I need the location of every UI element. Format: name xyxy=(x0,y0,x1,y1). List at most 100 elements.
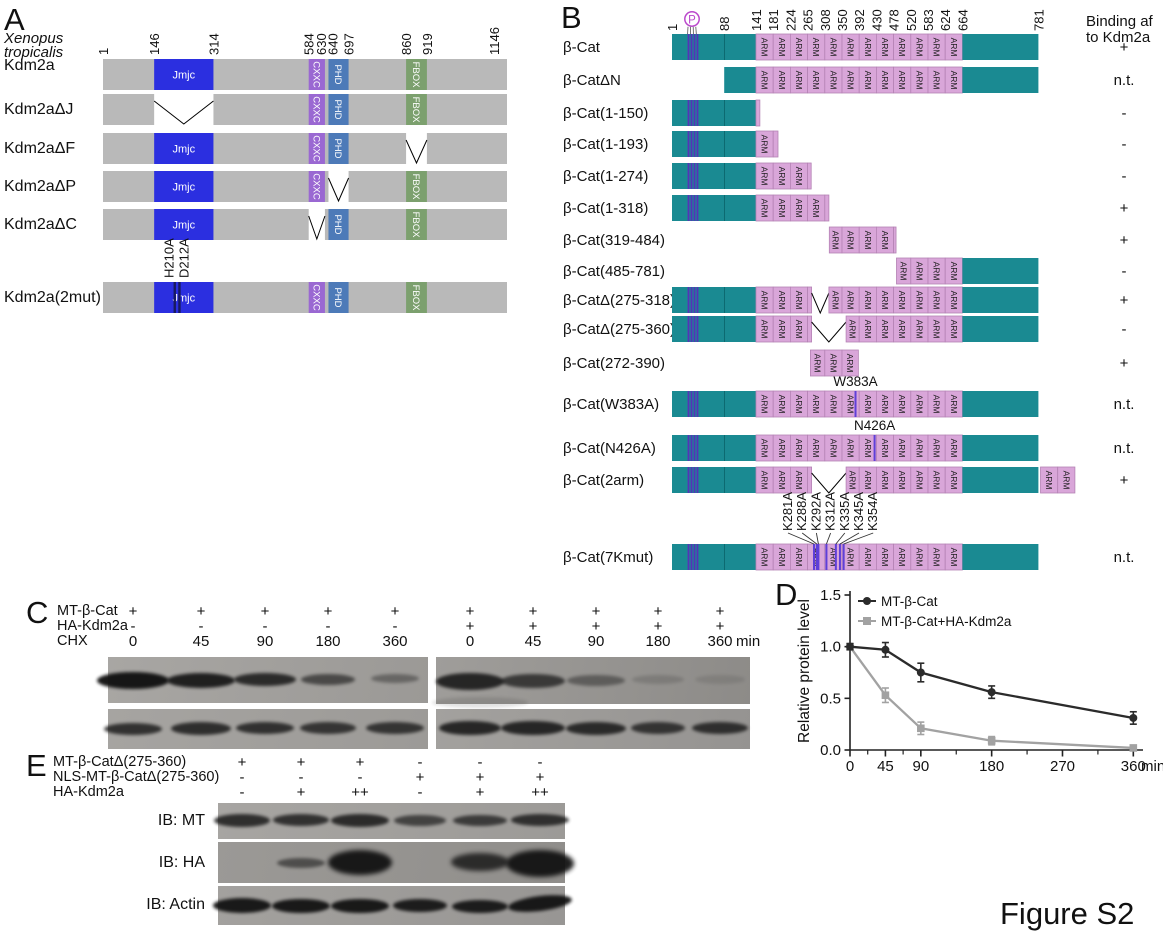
construct-label: β-Cat(1-274) xyxy=(563,168,648,185)
segment-divider xyxy=(724,34,725,60)
mutation-mark xyxy=(838,544,841,570)
series-line xyxy=(849,645,1134,720)
arm-label: ARM xyxy=(848,471,858,490)
panel-a-tick-label: 1146 xyxy=(487,27,502,55)
lane-value: + xyxy=(535,769,545,786)
protein-band xyxy=(432,696,528,708)
arm-label: ARM xyxy=(811,38,821,57)
protein-band xyxy=(300,722,356,734)
legend-marker xyxy=(863,597,871,605)
blot-strip xyxy=(214,803,569,839)
binding-value: n.t. xyxy=(1114,549,1135,566)
lane-value: + xyxy=(296,754,306,771)
protein-band xyxy=(234,672,296,686)
species-name-line1: Xenopus xyxy=(4,30,64,47)
lane-value: + xyxy=(237,754,247,771)
domain-label: CXXC xyxy=(310,96,321,123)
legend-marker xyxy=(863,617,871,625)
lane-value: - xyxy=(417,754,423,771)
phospho-site-mark xyxy=(693,316,696,342)
domain-label: PHD xyxy=(332,287,343,307)
arm-label: ARM xyxy=(897,320,907,339)
arm-label: ARM xyxy=(846,439,856,458)
lane-value: + xyxy=(390,603,400,620)
arm-label: ARM xyxy=(863,395,873,414)
phospho-site-mark xyxy=(696,34,699,60)
arm-label: ARM xyxy=(863,471,873,490)
mutation-mark xyxy=(825,544,828,570)
binding-value: n.t. xyxy=(1114,440,1135,457)
domain-jmjc xyxy=(154,59,214,90)
arm-label: ARM xyxy=(899,262,909,281)
segment-divider xyxy=(724,100,725,126)
protein-band xyxy=(692,722,748,734)
panel-b-tick-label: 88 xyxy=(717,17,732,31)
deletion-lines xyxy=(328,177,350,203)
lane-value: + xyxy=(475,784,485,801)
arm-label: ARM xyxy=(777,291,787,310)
n-terminal xyxy=(672,544,756,570)
panel-a-tick-label: 584 xyxy=(302,33,317,55)
panel-c-letter: C xyxy=(26,595,49,630)
arm-label: ARM xyxy=(811,395,821,414)
n-terminal xyxy=(672,435,756,461)
domain-label: FBOX xyxy=(410,285,421,312)
arm-label: ARM xyxy=(777,471,787,490)
arm-label: ARM xyxy=(1061,471,1071,490)
lane-value: 180 xyxy=(315,633,341,650)
arm-label: ARM xyxy=(777,167,787,186)
binding-value: + xyxy=(1120,232,1129,249)
ib-label: IB: HA xyxy=(158,854,205,871)
lane-value: 180 xyxy=(645,633,671,650)
arm-label: ARM xyxy=(760,395,770,414)
domain-label: CXXC xyxy=(310,173,321,200)
phospho-site-mark xyxy=(690,100,693,126)
lane-value: - xyxy=(298,769,304,786)
domain-label: FBOX xyxy=(410,174,421,201)
arm-label: ARM xyxy=(949,71,959,90)
arm-label: ARM xyxy=(813,354,823,373)
arm-label: ARM xyxy=(880,548,890,567)
arm-label: ARM xyxy=(949,38,959,57)
arm-label: ARM xyxy=(794,548,804,567)
construct-label: β-Cat(1-193) xyxy=(563,136,648,153)
lane-value: ++ xyxy=(531,784,549,801)
deletion-lines xyxy=(811,472,847,494)
mutation-callout-line xyxy=(835,532,846,545)
panel-b-tick-label: 265 xyxy=(801,9,816,31)
segment-divider xyxy=(724,163,725,189)
phospho-site-mark xyxy=(693,131,696,157)
arm-label: ARM xyxy=(830,291,840,310)
c-terminal xyxy=(962,435,1039,461)
phospho-site-mark xyxy=(693,435,696,461)
segment-divider xyxy=(724,131,725,157)
phospho-site-mark xyxy=(687,435,690,461)
arm-label: ARM xyxy=(760,471,770,490)
lane-value: + xyxy=(528,603,538,620)
arm-label: ARM xyxy=(760,291,770,310)
protein-band xyxy=(167,672,235,688)
deletion-lines xyxy=(405,139,428,165)
arm-label: ARM xyxy=(949,471,959,490)
arm-label: ARM xyxy=(932,320,942,339)
y-tick-label: 0.5 xyxy=(820,690,841,707)
phospho-site-mark xyxy=(687,391,690,417)
arm-label: ARM xyxy=(897,395,907,414)
panel-b-tick-label: 141 xyxy=(749,9,764,31)
c-terminal xyxy=(962,391,1039,417)
figure-label: Figure S2 xyxy=(1000,896,1135,931)
panel-a-tick-label: 640 xyxy=(325,33,340,55)
construct-label: β-CatΔ(275-318) xyxy=(563,292,675,309)
segment-divider xyxy=(724,467,725,493)
arm-label: ARM xyxy=(846,291,856,310)
domain-jmjc xyxy=(154,209,214,240)
phospho-site-mark xyxy=(687,100,690,126)
arm-repeat xyxy=(772,130,779,158)
species-name-line2: tropicalis xyxy=(4,44,64,61)
domain-label: CXXC xyxy=(310,284,321,311)
binding-value: + xyxy=(1120,472,1129,489)
ib-label: IB: Actin xyxy=(146,896,205,913)
x-tick-label: 180 xyxy=(979,758,1004,775)
construct-label: β-Cat xyxy=(563,39,601,56)
arm-label: ARM xyxy=(932,395,942,414)
